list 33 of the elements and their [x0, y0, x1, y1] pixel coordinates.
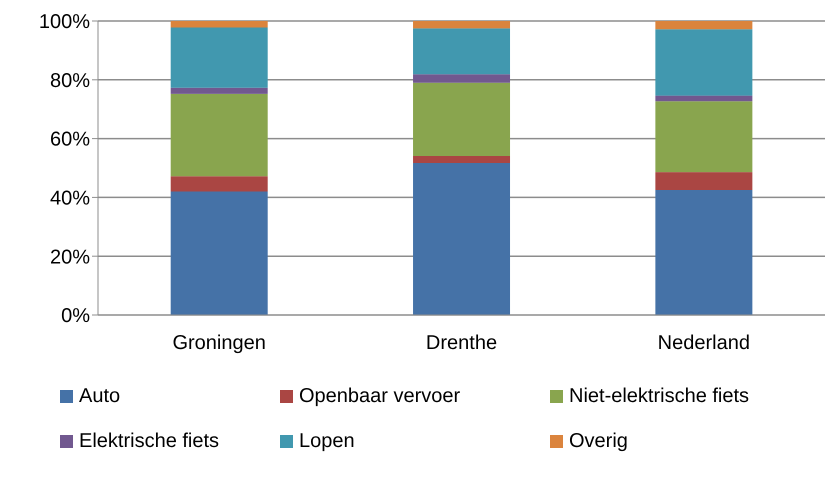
bar: [413, 163, 510, 315]
bar: [413, 74, 510, 83]
y-tick-label: 40%: [50, 188, 90, 210]
legend-label: Auto: [79, 385, 120, 408]
bar: [655, 29, 752, 96]
y-tick-label: 100%: [38, 11, 90, 34]
x-tick-label: Drenthe: [426, 332, 498, 354]
x-tick-label: Groningen: [172, 332, 266, 354]
bar: [170, 88, 268, 94]
bar: [413, 28, 510, 74]
bar: [655, 172, 752, 190]
bar: [170, 192, 268, 315]
bar: [655, 96, 752, 102]
legend-label: Lopen: [299, 430, 355, 453]
bar: [655, 190, 752, 315]
bar: [655, 21, 752, 30]
bar: [170, 176, 268, 192]
legend-label: Elektrische fiets: [79, 430, 220, 453]
y-tick-label: 60%: [50, 128, 90, 151]
bar: [413, 156, 510, 163]
y-tick-label: 0%: [61, 305, 90, 328]
x-tick-label: Nederland: [658, 332, 750, 354]
legend-label: Niet-elektrische fiets: [569, 385, 750, 408]
bar: [413, 21, 510, 28]
bar: [170, 94, 268, 176]
legend-label: Openbaar vervoer: [299, 385, 460, 408]
legend-label: Overig: [569, 430, 628, 453]
bar: [170, 21, 268, 28]
bar: [655, 101, 752, 172]
y-tick-label: 80%: [50, 70, 90, 92]
bar: [413, 82, 510, 156]
y-tick-label: 20%: [50, 246, 90, 268]
bar: [170, 27, 268, 88]
